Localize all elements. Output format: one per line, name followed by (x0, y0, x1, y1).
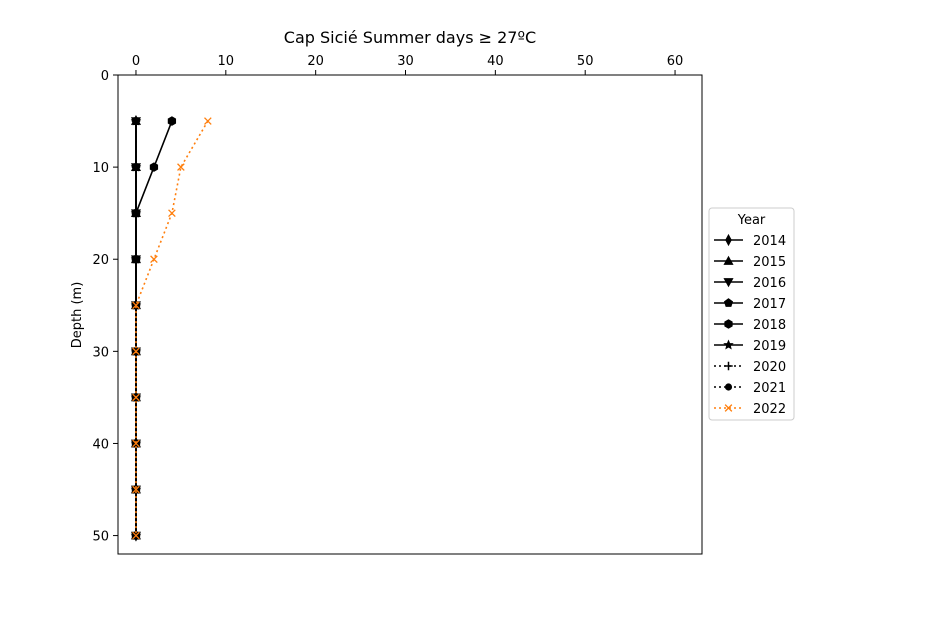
legend-label-2015: 2015 (753, 255, 786, 270)
data-point-2022 (204, 117, 212, 125)
legend-label-2019: 2019 (753, 339, 786, 354)
data-point-2022 (132, 439, 140, 448)
legend-label-2016: 2016 (753, 276, 786, 291)
legend-label-2020: 2020 (753, 360, 786, 375)
legend: Year 2014 2015 2016 2017 2018 2019 2020 2021 202… (708, 207, 795, 421)
legend-marker-2016 (723, 278, 734, 288)
chart-title: Cap Sicié Summer days ≥ 27ºC (284, 28, 536, 47)
data-point-2021 (132, 117, 140, 125)
data-point-2022 (150, 255, 158, 264)
data-point-2018 (167, 116, 177, 126)
legend-marker-2022 (724, 404, 733, 412)
legend-label-2017: 2017 (753, 297, 786, 312)
x-tick-label: 60 (667, 54, 684, 69)
y-tick-label: 0 (101, 69, 109, 84)
legend-label-2021: 2021 (753, 381, 786, 396)
data-point-2018 (149, 162, 159, 172)
legend-marker-2014 (725, 233, 732, 247)
legend-marker-2019 (723, 339, 734, 350)
series-line-2018 (135, 120, 173, 536)
axes-frame (117, 74, 703, 555)
x-tick-label: 50 (577, 54, 594, 69)
y-axis-label: Depth (m) (70, 282, 85, 349)
legend-label-2014: 2014 (753, 234, 786, 249)
data-point-2022 (132, 531, 140, 540)
data-point-2022 (132, 301, 140, 310)
y-tick-label: 50 (92, 530, 109, 545)
data-point-2022 (132, 485, 140, 494)
x-tick-label: 30 (397, 54, 414, 69)
legend-marker-2017 (723, 298, 734, 307)
legend-marker-2021 (724, 383, 733, 391)
plot-area: 0 10 20 30 40 50 60 0 10 20 30 40 50 (92, 54, 703, 555)
data-point-2022 (168, 209, 176, 217)
x-tick-label: 40 (487, 54, 504, 69)
legend-label-2022: 2022 (753, 402, 786, 417)
data-point-2022 (132, 347, 140, 356)
legend-title: Year (737, 213, 766, 228)
data-point-2021 (132, 163, 140, 171)
x-tick-label: 10 (218, 54, 235, 69)
legend-marker-2018 (724, 319, 733, 329)
y-tick-label: 30 (92, 345, 109, 360)
data-point-2021 (132, 209, 140, 217)
y-tick-label: 10 (92, 161, 109, 176)
legend-label-2018: 2018 (753, 318, 786, 333)
legend-marker-2015 (723, 255, 734, 265)
data-point-2021 (132, 255, 140, 263)
legend-marker-2020 (724, 361, 733, 371)
y-tick-label: 20 (92, 253, 109, 268)
data-point-2022 (132, 393, 140, 402)
data-point-2022 (177, 163, 185, 171)
y-tick-label: 40 (92, 437, 109, 452)
x-tick-label: 20 (307, 54, 324, 69)
series-line-2022 (135, 120, 209, 536)
x-tick-label: 0 (132, 54, 140, 69)
